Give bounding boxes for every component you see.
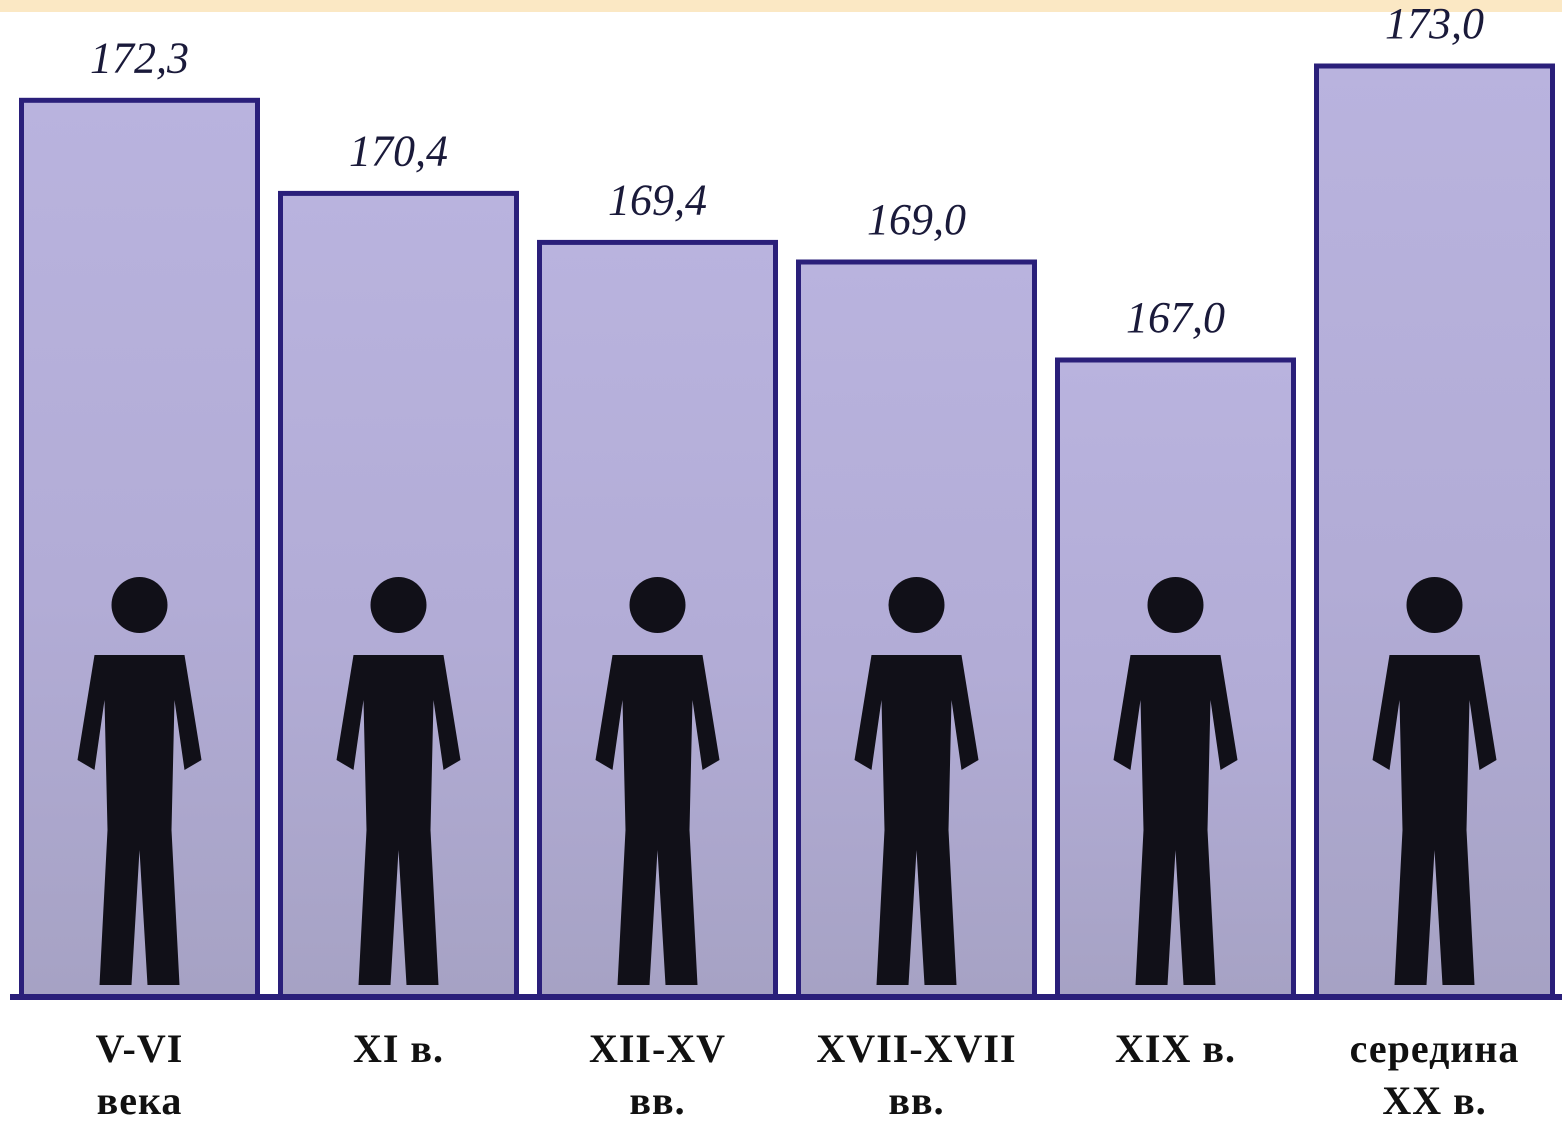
value-label: 169,0 (867, 195, 966, 244)
top-strip (0, 0, 1562, 12)
x-tick-label: XVII-XVII (816, 1026, 1016, 1071)
value-label: 169,4 (608, 175, 707, 224)
x-tick-label: V-VI (96, 1026, 184, 1071)
x-tick-label: вв. (629, 1078, 685, 1123)
x-tick-label: XII-XV (589, 1026, 726, 1071)
value-label: 172,3 (90, 33, 189, 82)
x-tick-label: XI в. (353, 1026, 444, 1071)
head (1148, 577, 1204, 633)
x-tick-label: XIX в. (1115, 1026, 1236, 1071)
head (889, 577, 945, 633)
value-label: 170,4 (349, 126, 448, 175)
bars (22, 66, 1553, 997)
value-label: 173,0 (1385, 0, 1484, 48)
head (630, 577, 686, 633)
x-tick-label: вв. (888, 1078, 944, 1123)
x-tick-label: века (97, 1078, 183, 1123)
bar (22, 100, 258, 997)
chart: V-VI века 172,3 XI в. 170,4 XII-XV вв. 169,4 XVI… (0, 0, 1562, 1124)
head (371, 577, 427, 633)
x-tick-label: середина (1350, 1026, 1520, 1071)
x-tick-label: XX в. (1382, 1078, 1486, 1123)
bar (1317, 66, 1553, 997)
head (1407, 577, 1463, 633)
head (112, 577, 168, 633)
value-label: 167,0 (1126, 293, 1225, 342)
